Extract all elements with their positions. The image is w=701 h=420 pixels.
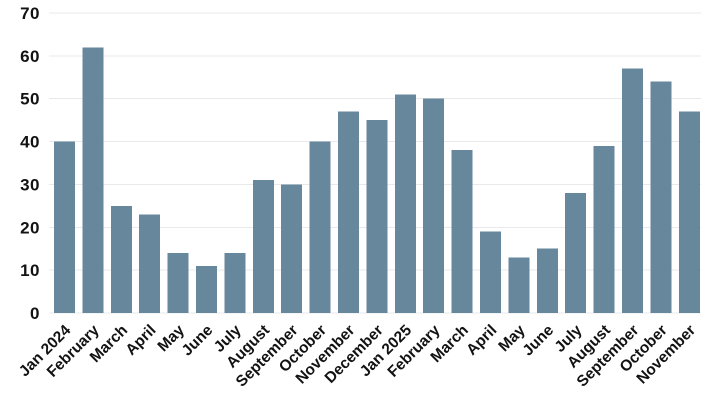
y-tick-label: 60	[20, 47, 40, 66]
bar	[196, 265, 217, 313]
y-tick-label: 30	[20, 175, 40, 194]
bar	[224, 253, 246, 313]
bar	[650, 81, 672, 313]
y-tick-label: 50	[20, 90, 40, 109]
y-tick-label: 0	[30, 304, 40, 323]
bar	[593, 145, 615, 313]
bar	[394, 94, 416, 313]
bar	[252, 180, 274, 313]
bar	[110, 205, 132, 313]
bar	[678, 111, 700, 313]
y-tick-label: 70	[20, 4, 40, 23]
bar	[536, 248, 558, 313]
bar	[338, 111, 359, 313]
bar	[565, 193, 587, 313]
y-tick-label: 20	[20, 218, 40, 237]
bar	[82, 47, 104, 314]
bar	[54, 141, 75, 313]
bar	[309, 141, 331, 313]
bar	[451, 150, 473, 313]
bar	[423, 98, 445, 313]
y-tick-label: 40	[20, 133, 40, 152]
bar	[508, 257, 530, 313]
bar	[366, 120, 388, 314]
bar	[139, 214, 161, 313]
bar	[281, 184, 303, 313]
bar	[480, 231, 501, 313]
bar	[167, 253, 189, 313]
bar	[622, 68, 643, 313]
y-tick-label: 10	[20, 261, 40, 280]
